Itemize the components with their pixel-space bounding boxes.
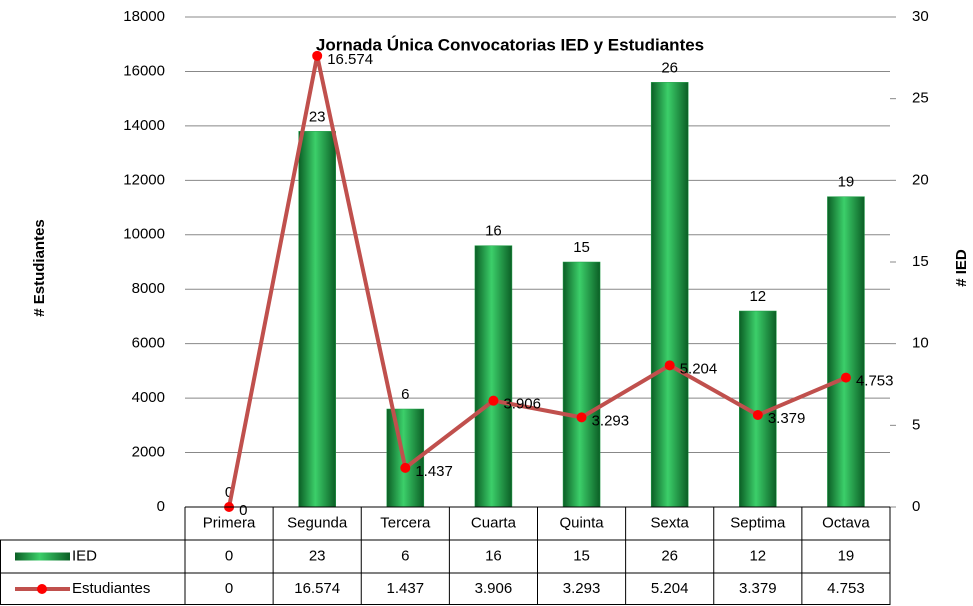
y-tick-label: 0 bbox=[157, 498, 165, 515]
chart-title: Jornada Única Convocatorias IED y Estudi… bbox=[316, 35, 704, 54]
y2-axis-title: # IED bbox=[953, 249, 970, 287]
line-value-label: 3.379 bbox=[768, 410, 806, 427]
line-marker bbox=[400, 462, 411, 473]
bar-value-label: 0 bbox=[225, 484, 233, 501]
y-tick-label: 18000 bbox=[123, 8, 165, 25]
bar bbox=[298, 131, 336, 508]
y-tick-label: 2000 bbox=[132, 444, 165, 461]
line-marker bbox=[664, 360, 675, 371]
bar bbox=[474, 245, 513, 508]
table-cell: 23 bbox=[309, 547, 326, 564]
table-cell: 0 bbox=[225, 547, 233, 564]
x-tick-label: Cuarta bbox=[471, 514, 517, 531]
y-tick-label: 10000 bbox=[123, 226, 165, 243]
bar-value-label: 15 bbox=[573, 239, 590, 256]
table-cell: 15 bbox=[573, 547, 590, 564]
x-tick-label: Segunda bbox=[287, 514, 348, 531]
x-tick-label: Sexta bbox=[651, 514, 690, 531]
y-tick-label: 12000 bbox=[123, 171, 165, 188]
table-cell: 16.574 bbox=[294, 580, 340, 597]
y-axis-title: # Estudiantes bbox=[31, 219, 48, 317]
x-tick-label: Quinta bbox=[559, 514, 604, 531]
y-tick-label: 8000 bbox=[132, 280, 165, 297]
line-value-label: 16.574 bbox=[327, 51, 373, 68]
bar-value-label: 26 bbox=[661, 59, 678, 76]
bar bbox=[562, 261, 601, 508]
x-tick-label: Tercera bbox=[380, 514, 431, 531]
bar-value-label: 16 bbox=[485, 223, 502, 240]
line-value-label: 3.906 bbox=[503, 396, 541, 413]
bar-value-label: 6 bbox=[401, 386, 409, 403]
y-tick-label: 14000 bbox=[123, 117, 165, 134]
bar-value-label: 12 bbox=[749, 288, 766, 305]
x-tick-label: Primera bbox=[203, 514, 256, 531]
line-marker bbox=[840, 372, 851, 383]
table-cell: 4.753 bbox=[827, 580, 865, 597]
legend-label: Estudiantes bbox=[72, 580, 150, 597]
y2-tick-label: 30 bbox=[912, 8, 929, 25]
y-tick-label: 4000 bbox=[132, 389, 165, 406]
y2-tick-label: 25 bbox=[912, 90, 929, 107]
x-tick-label: Septima bbox=[730, 514, 786, 531]
bar-value-label: 23 bbox=[309, 108, 326, 125]
line-marker bbox=[488, 395, 499, 406]
legend-key bbox=[15, 552, 70, 561]
y2-tick-label: 10 bbox=[912, 335, 929, 352]
y2-tick-label: 20 bbox=[912, 171, 929, 188]
table-cell: 16 bbox=[485, 547, 502, 564]
line-value-label: 5.204 bbox=[680, 360, 718, 377]
table-cell: 6 bbox=[401, 547, 409, 564]
line-marker bbox=[312, 50, 323, 61]
bar bbox=[650, 82, 689, 508]
table-cell: 19 bbox=[838, 547, 855, 564]
y2-tick-label: 15 bbox=[912, 253, 929, 270]
table-cell: 1.437 bbox=[387, 580, 425, 597]
line-value-label: 3.293 bbox=[592, 412, 630, 429]
y2-tick-label: 0 bbox=[912, 498, 920, 515]
table-cell: 3.293 bbox=[563, 580, 601, 597]
table-cell: 0 bbox=[225, 580, 233, 597]
line-value-label: 0 bbox=[239, 502, 247, 519]
legend-label: IED bbox=[72, 547, 97, 564]
x-tick-label: Octava bbox=[822, 514, 870, 531]
table-cell: 5.204 bbox=[651, 580, 689, 597]
legend-key-marker bbox=[37, 584, 47, 594]
y-tick-label: 16000 bbox=[123, 62, 165, 79]
y-tick-label: 6000 bbox=[132, 335, 165, 352]
line bbox=[227, 55, 847, 508]
line-value-label: 4.753 bbox=[856, 373, 894, 390]
line-value-label: 1.437 bbox=[415, 463, 453, 480]
bar-value-label: 19 bbox=[838, 174, 855, 191]
table-cell: 3.906 bbox=[475, 580, 513, 597]
table-cell: 3.379 bbox=[739, 580, 777, 597]
y2-tick-label: 5 bbox=[912, 416, 920, 433]
bar bbox=[827, 196, 865, 508]
table-cell: 26 bbox=[661, 547, 678, 564]
line-marker bbox=[576, 412, 587, 423]
table-cell: 12 bbox=[749, 547, 766, 564]
line-marker bbox=[752, 410, 763, 421]
